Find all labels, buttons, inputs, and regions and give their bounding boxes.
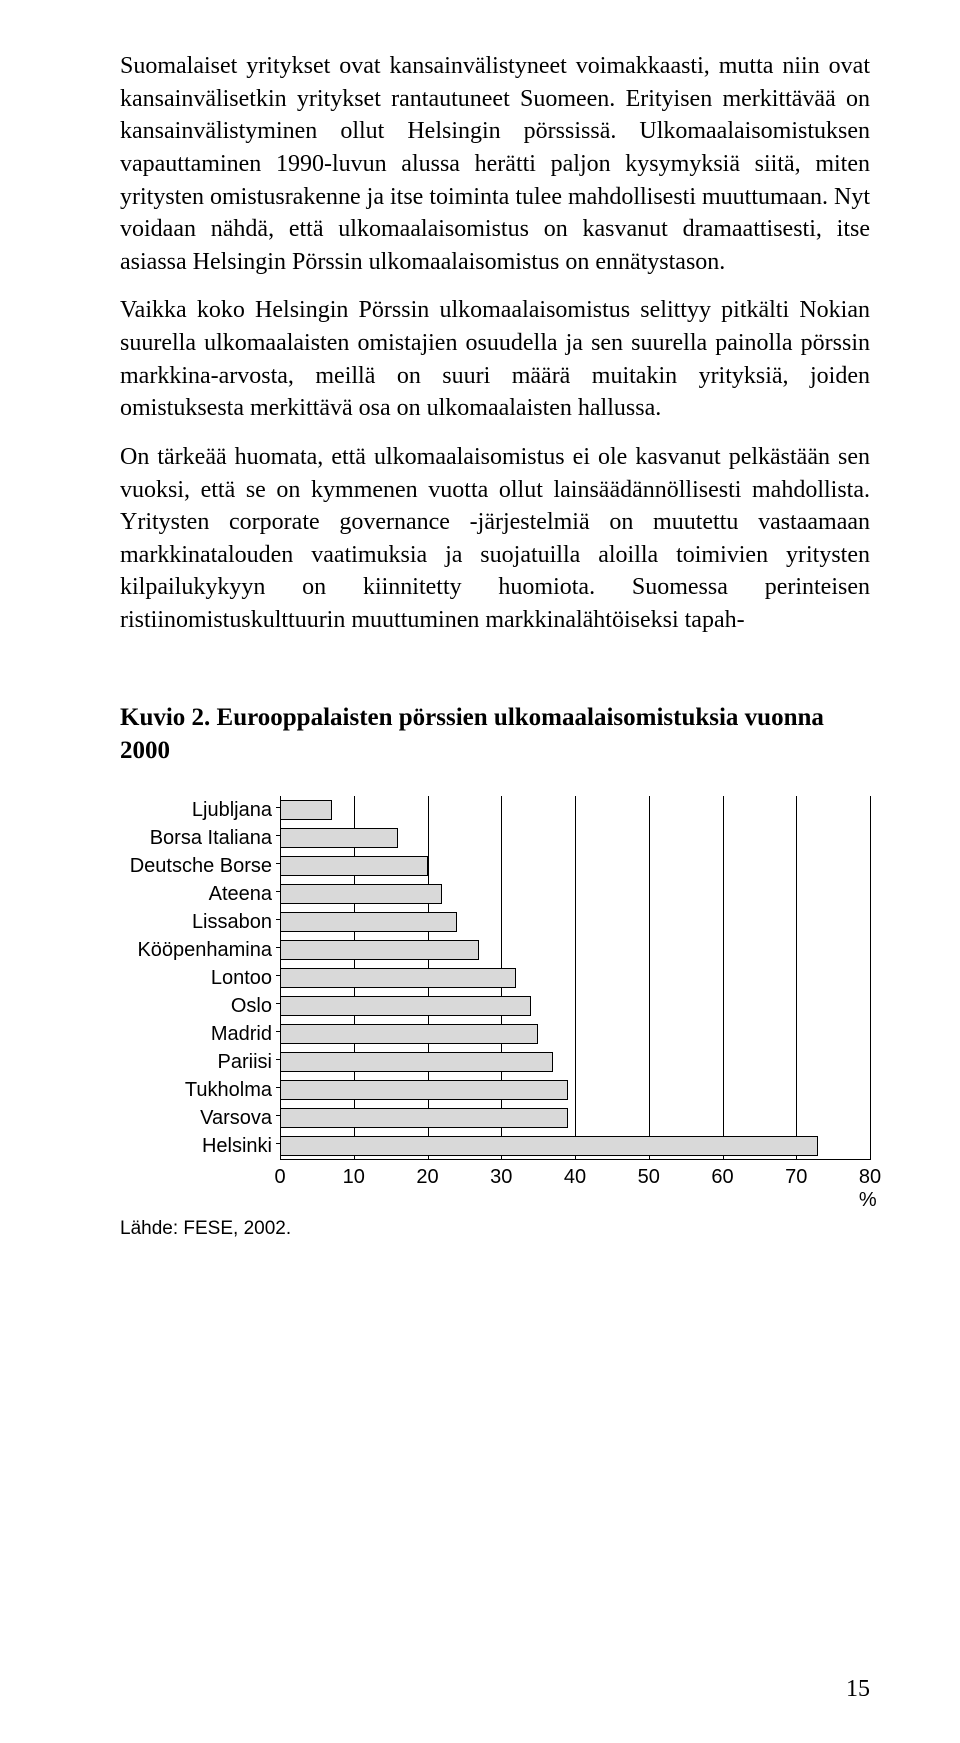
chart-bar xyxy=(280,856,428,876)
chart-category-label: Helsinki xyxy=(120,1132,280,1160)
body-text: Suomalaiset yritykset ovat kansainvälist… xyxy=(120,50,870,637)
chart-gridline xyxy=(870,796,871,1160)
chart-category-label: Oslo xyxy=(120,992,280,1020)
chart-x-tick-label: 80 % xyxy=(859,1166,881,1212)
chart-bar xyxy=(280,1024,538,1044)
chart-label-column: LjubljanaBorsa ItalianaDeutsche BorseAte… xyxy=(120,796,280,1160)
document-page: Suomalaiset yritykset ovat kansainvälist… xyxy=(0,0,960,1743)
paragraph-2: Vaikka koko Helsingin Pörssin ulkomaalai… xyxy=(120,294,870,425)
chart-x-tick-label: 30 xyxy=(490,1166,512,1189)
chart-gridline xyxy=(575,796,576,1160)
chart-title: Kuvio 2. Eurooppalaisten pörssien ulkoma… xyxy=(120,701,870,769)
page-number: 15 xyxy=(846,1676,870,1703)
chart-x-tick-label: 60 xyxy=(711,1166,733,1189)
chart-bar xyxy=(280,1108,568,1128)
chart-source: Lähde: FESE, 2002. xyxy=(120,1218,870,1240)
chart-bar xyxy=(280,1080,568,1100)
chart-category-label: Lissabon xyxy=(120,908,280,936)
chart-category-label: Tukholma xyxy=(120,1076,280,1104)
paragraph-1: Suomalaiset yritykset ovat kansainvälist… xyxy=(120,50,870,278)
chart-category-label: Pariisi xyxy=(120,1048,280,1076)
chart-x-tick-label: 70 xyxy=(785,1166,807,1189)
chart-x-tick-label: 0 xyxy=(274,1166,285,1189)
chart-bar xyxy=(280,884,442,904)
paragraph-3: On tärkeää huomata, että ulkomaalaisomis… xyxy=(120,441,870,637)
chart-bar xyxy=(280,1052,553,1072)
chart-category-label: Lontoo xyxy=(120,964,280,992)
chart-bar xyxy=(280,828,398,848)
chart-bar xyxy=(280,1136,818,1156)
chart-gridline xyxy=(796,796,797,1160)
chart-bar xyxy=(280,912,457,932)
chart-category-label: Deutsche Borse xyxy=(120,852,280,880)
chart-gridline xyxy=(723,796,724,1160)
chart-category-label: Ljubljana xyxy=(120,796,280,824)
chart-bar xyxy=(280,968,516,988)
chart-x-axis: 01020304050607080 % xyxy=(120,1160,870,1190)
chart-bar xyxy=(280,996,531,1016)
chart-x-tick-label: 10 xyxy=(343,1166,365,1189)
chart-x-tick-label: 20 xyxy=(416,1166,438,1189)
chart-x-tick-label: 40 xyxy=(564,1166,586,1189)
chart-category-label: Madrid xyxy=(120,1020,280,1048)
chart-plot xyxy=(280,796,870,1160)
chart-body: LjubljanaBorsa ItalianaDeutsche BorseAte… xyxy=(120,796,870,1160)
chart-category-label: Varsova xyxy=(120,1104,280,1132)
chart-category-label: Ateena xyxy=(120,880,280,908)
chart-area: LjubljanaBorsa ItalianaDeutsche BorseAte… xyxy=(120,796,870,1190)
chart-bar xyxy=(280,940,479,960)
chart-bar xyxy=(280,800,332,820)
chart-gridline xyxy=(649,796,650,1160)
chart-category-label: Kööpenhamina xyxy=(120,936,280,964)
chart-category-label: Borsa Italiana xyxy=(120,824,280,852)
chart-x-tick-label: 50 xyxy=(638,1166,660,1189)
